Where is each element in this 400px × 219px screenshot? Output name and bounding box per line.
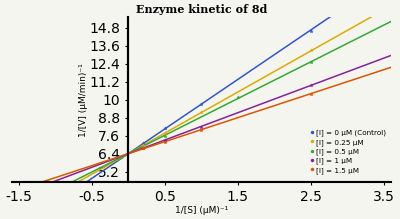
Point xyxy=(140,141,146,145)
Point xyxy=(198,128,204,131)
Point xyxy=(308,29,314,33)
Point xyxy=(198,110,204,113)
Point xyxy=(140,146,146,149)
Legend: [I] = 0 μM (Control), [I] = 0.25 μM, [I] = 0.5 μM, [I] = 1 μM, [I] = 1.5 μM: [I] = 0 μM (Control), [I] = 0.25 μM, [I]… xyxy=(309,128,387,175)
Point xyxy=(234,95,241,99)
Point xyxy=(162,126,168,130)
Point xyxy=(162,138,168,142)
Point xyxy=(198,125,204,128)
Point xyxy=(162,140,168,143)
Point xyxy=(308,60,314,64)
Point xyxy=(162,134,168,138)
Point xyxy=(308,92,314,95)
Point xyxy=(118,155,124,158)
Title: Enzyme kinetic of 8d: Enzyme kinetic of 8d xyxy=(136,4,267,15)
Point xyxy=(308,84,314,87)
X-axis label: 1/[S] (μM)⁻¹: 1/[S] (μM)⁻¹ xyxy=(175,206,228,215)
Point xyxy=(140,143,146,147)
Point xyxy=(140,147,146,150)
Point xyxy=(162,131,168,134)
Point xyxy=(308,49,314,52)
Y-axis label: 1/[V] (μM/min)⁻¹: 1/[V] (μM/min)⁻¹ xyxy=(79,63,88,137)
Point xyxy=(198,102,204,106)
